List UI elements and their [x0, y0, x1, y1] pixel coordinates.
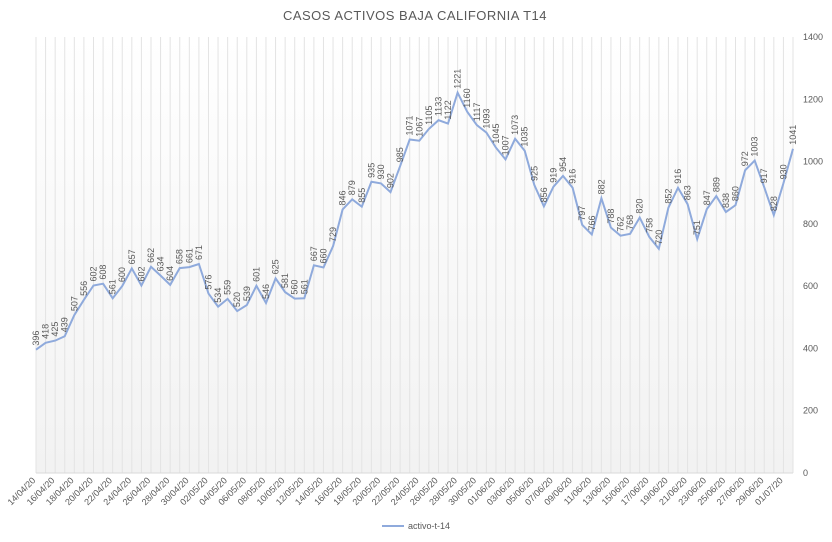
data-label: 879: [347, 180, 357, 195]
data-label: 919: [548, 168, 558, 183]
data-label: 561: [108, 279, 118, 294]
data-label: 935: [366, 163, 376, 178]
data-label: 602: [88, 266, 98, 281]
data-label: 661: [184, 248, 194, 263]
data-label: 1003: [750, 137, 760, 157]
data-label: 916: [568, 169, 578, 184]
data-label: 925: [529, 166, 539, 181]
data-label: 671: [194, 245, 204, 260]
data-label: 601: [251, 267, 261, 282]
data-label: 972: [740, 151, 750, 166]
data-label: 751: [692, 220, 702, 235]
data-label: 660: [318, 248, 328, 263]
data-label: 917: [759, 168, 769, 183]
data-label: 604: [165, 266, 175, 281]
data-label: 546: [261, 284, 271, 299]
data-label: 889: [711, 177, 721, 192]
data-line: [35, 90, 794, 351]
data-label: 852: [663, 189, 673, 204]
data-label: 856: [539, 187, 549, 202]
plot-background: [36, 37, 793, 473]
data-label: 1073: [510, 115, 520, 135]
data-label: 602: [136, 266, 146, 281]
data-label: 576: [203, 275, 213, 290]
data-label: 930: [376, 164, 386, 179]
data-label: 855: [357, 188, 367, 203]
data-label: 863: [683, 185, 693, 200]
data-label: 1045: [491, 124, 501, 144]
data-label: 985: [395, 147, 405, 162]
y-tick-label: 0: [803, 468, 808, 478]
data-label: 762: [616, 217, 626, 232]
data-label: 608: [98, 265, 108, 280]
chart-title: CASOS ACTIVOS BAJA CALIFORNIA T14: [283, 8, 547, 23]
data-label: 797: [577, 206, 587, 221]
data-label: 788: [606, 209, 616, 224]
data-label: 658: [175, 249, 185, 264]
y-tick-label: 800: [803, 219, 818, 229]
y-tick-label: 1000: [803, 157, 823, 167]
data-label: 559: [223, 280, 233, 295]
data-label: 720: [654, 230, 664, 245]
data-label: 916: [673, 169, 683, 184]
data-label: 1221: [453, 69, 463, 89]
data-label: 828: [769, 196, 779, 211]
data-label: 1035: [520, 127, 530, 147]
data-label: 418: [41, 324, 51, 339]
data-label: 1007: [501, 135, 511, 155]
data-label: 561: [299, 279, 309, 294]
data-label: 847: [702, 190, 712, 205]
data-label: 520: [232, 292, 242, 307]
legend-label: activo-t-14: [408, 521, 450, 531]
data-label: 534: [213, 288, 223, 303]
data-label: 758: [644, 218, 654, 233]
data-label: 902: [386, 173, 396, 188]
data-label: 600: [117, 267, 127, 282]
data-label: 425: [50, 322, 60, 337]
data-label: 1117: [472, 102, 482, 121]
data-label: 820: [635, 199, 645, 214]
data-label: 766: [587, 215, 597, 230]
data-label: 838: [721, 193, 731, 208]
data-label: 560: [290, 280, 300, 295]
data-label: 1133: [433, 97, 443, 116]
data-label: 846: [338, 191, 348, 206]
data-label: 556: [79, 281, 89, 296]
data-label: 768: [625, 215, 635, 230]
data-label: 667: [309, 246, 319, 261]
data-label: 625: [271, 259, 281, 274]
data-label: 1093: [481, 109, 491, 129]
data-label: 507: [69, 296, 79, 311]
data-label: 396: [31, 331, 41, 346]
data-label: 930: [778, 164, 788, 179]
y-tick-label: 1400: [803, 32, 823, 42]
data-label: 1105: [424, 106, 434, 125]
y-tick-label: 400: [803, 343, 818, 353]
data-label: 581: [280, 273, 290, 288]
data-label: 954: [558, 157, 568, 172]
data-label: 662: [146, 248, 156, 263]
data-label: 860: [731, 186, 741, 201]
y-tick-label: 200: [803, 406, 818, 416]
y-tick-label: 1200: [803, 94, 823, 104]
data-label: 882: [596, 179, 606, 194]
data-label: 539: [242, 286, 252, 301]
data-label: 439: [60, 317, 70, 332]
data-label: 1067: [414, 117, 424, 137]
data-label: 1071: [405, 115, 415, 135]
data-label: 1122: [443, 100, 453, 119]
data-label: 657: [127, 249, 137, 264]
data-label: 1160: [462, 88, 472, 107]
data-label: 1041: [788, 125, 798, 145]
data-label: 634: [156, 257, 166, 272]
data-label: 729: [328, 227, 338, 242]
y-tick-label: 600: [803, 281, 818, 291]
